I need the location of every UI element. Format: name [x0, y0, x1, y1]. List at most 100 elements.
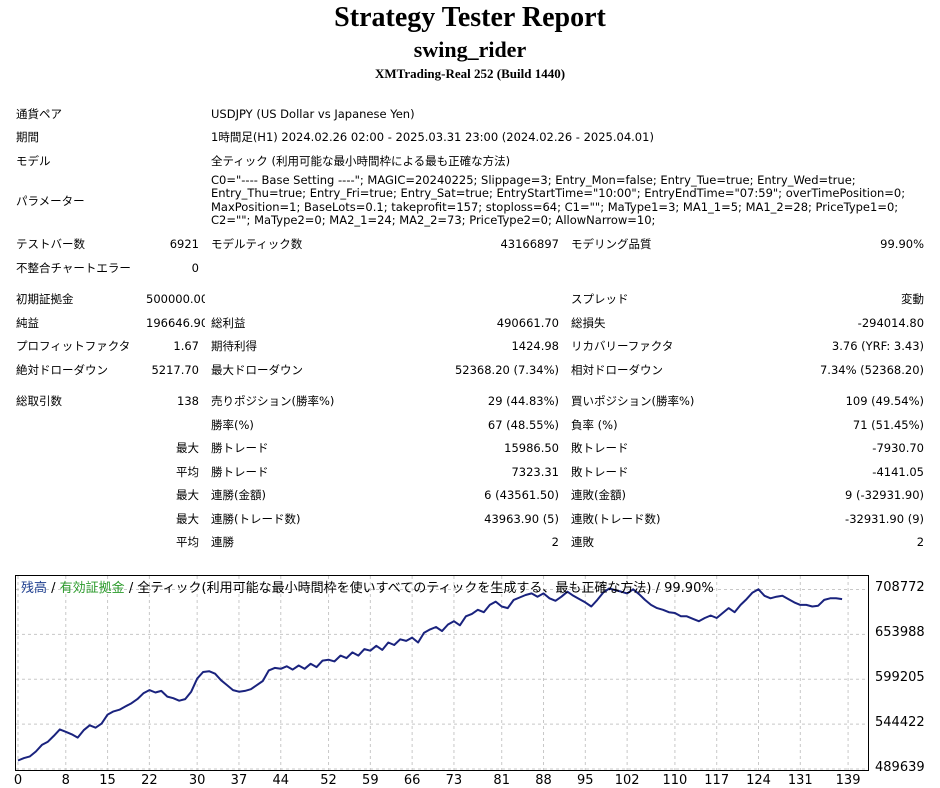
rel-dd-label: 相対ドローダウン	[571, 362, 663, 377]
max-consec-loss-value: 9 (-32931.90)	[845, 488, 925, 503]
model-row: モデル 全ティック (利用可能な最小時間枠による最も正確な方法)	[10, 149, 930, 173]
deposit-label: 初期証拠金	[16, 292, 74, 307]
trades-row: 総取引数 138 売りポジション(勝率%) 29 (44.83%) 買いポジショ…	[10, 390, 930, 414]
net-row: 純益 196646.90 総利益 490661.70 総損失 -294014.8…	[10, 311, 930, 335]
mismatch-label: 不整合チャートエラー	[16, 260, 131, 275]
symbol-row: 通貨ペア USDJPY (US Dollar vs Japanese Yen)	[10, 102, 930, 126]
winrate-label: 勝率(%)	[211, 417, 254, 432]
recovery-label: リカバリーファクタ	[571, 339, 674, 354]
avg-win-label: 勝トレード	[211, 464, 269, 479]
pf-row: プロフィットファクタ 1.67 期待利得 1424.98 リカバリーファクタ 3…	[10, 335, 930, 359]
x-tick-label: 131	[787, 773, 813, 788]
max-consec-lossamt-label: 連敗(トレード数)	[571, 511, 661, 526]
average-row: 平均 勝トレード 7323.31 敗トレード -4141.05	[10, 460, 930, 484]
abs-dd-value: 5217.70	[151, 362, 199, 377]
max-dd-label: 最大ドローダウン	[211, 362, 303, 377]
server-name: XMTrading-Real 252 (Build 1440)	[374, 66, 566, 81]
consec-count-row: 最大 連勝(トレード数) 43963.90 (5) 連敗(トレード数) -329…	[10, 507, 930, 531]
gross-profit-label: 総利益	[211, 315, 246, 330]
short-value: 29 (44.83%)	[487, 394, 559, 409]
x-tick-label: 88	[535, 773, 552, 788]
trades-value: 138	[177, 394, 199, 409]
abs-dd-label: 絶対ドローダウン	[16, 362, 108, 377]
legend-description: / 全ティック(利用可能な最小時間枠を使いすべてのティックを生成する、最も正確な…	[124, 581, 714, 596]
recovery-value: 3.76 (YRF: 3.43)	[831, 339, 925, 354]
x-tick-label: 73	[445, 773, 463, 788]
x-tick-label: 15	[99, 773, 116, 788]
bars-label: テストバー数	[16, 237, 85, 252]
pf-label: プロフィットファクタ	[16, 339, 131, 354]
params-label: パラメーター	[16, 193, 85, 208]
legend-equity: 有効証拠金	[59, 581, 125, 596]
consec-amount-row: 最大 連勝(金額) 6 (43561.50) 連敗(金額) 9 (-32931.…	[10, 484, 930, 508]
quality-value: 99.90%	[880, 237, 925, 252]
trades-label: 総取引数	[16, 394, 62, 409]
report-title: Strategy Tester Report	[334, 2, 606, 33]
lossrate-value: 71 (51.45%)	[852, 417, 925, 432]
short-label: 売りポジション(勝率%)	[211, 394, 335, 409]
x-tick-label: 59	[362, 773, 379, 788]
deposit-row: 初期証拠金 500000.00 スプレッド 変動	[10, 288, 930, 312]
ticks-label: モデルティック数	[211, 237, 303, 252]
spread-value: 変動	[901, 292, 925, 307]
ea-name: swing_rider	[413, 37, 527, 62]
y-tick-label: 544422	[875, 715, 925, 731]
deposit-value: 500000.00	[146, 292, 205, 307]
mismatch-row: 不整合チャートエラー 0	[10, 256, 930, 280]
mismatch-value: 0	[191, 260, 199, 275]
pf-value: 1.67	[173, 339, 199, 354]
max-consec-win-label: 連勝(金額)	[211, 488, 266, 503]
max-prefix: 最大	[176, 488, 199, 503]
balance-chart	[15, 575, 869, 771]
largest-win-label: 勝トレード	[211, 441, 269, 456]
largest-win-value: 15986.50	[504, 441, 559, 456]
x-tick-label: 110	[662, 773, 688, 788]
avg-consec-loss-label: 連敗	[571, 535, 594, 550]
period-label: 期間	[16, 130, 39, 145]
winrate-value: 67 (48.55%)	[487, 417, 559, 432]
x-tick-label: 117	[704, 773, 730, 788]
y-tick-label: 489639	[875, 760, 925, 775]
max-consec-win-value: 6 (43561.50)	[484, 488, 559, 503]
largest-loss-value: -7930.70	[872, 441, 925, 456]
max-consec-lossamt-value: -32931.90 (9)	[845, 511, 925, 526]
avg-prefix: 平均	[176, 535, 199, 550]
avg-prefix: 平均	[176, 464, 199, 479]
quality-label: モデリング品質	[571, 237, 652, 252]
x-tick-label: 95	[577, 773, 594, 788]
rel-dd-value: 7.34% (52368.20)	[819, 362, 925, 377]
chart-plot-area	[16, 576, 868, 770]
long-value: 109 (49.54%)	[845, 394, 925, 409]
largest-loss-label: 敗トレード	[571, 441, 629, 456]
net-value: 196646.90	[146, 315, 205, 330]
gross-loss-label: 総損失	[571, 315, 606, 330]
x-tick-label: 139	[835, 773, 861, 788]
max-dd-value: 52368.20 (7.34%)	[454, 362, 559, 377]
x-tick-label: 124	[746, 773, 771, 788]
params-value: C0="---- Base Setting ----"; MAGIC=20240…	[211, 172, 906, 227]
winrate-row: 勝率(%) 67 (48.55%) 負率 (%) 71 (51.45%)	[10, 413, 930, 437]
symbol-value: USDJPY (US Dollar vs Japanese Yen)	[211, 106, 415, 121]
max-consec-profit-label: 連勝(トレード数)	[211, 511, 301, 526]
x-tick-label: 30	[188, 773, 206, 788]
avg-consec-win-value: 2	[551, 535, 559, 550]
avg-consec-win-label: 連勝	[211, 535, 234, 550]
bars-value: 6921	[169, 237, 199, 252]
max-prefix: 最大	[176, 511, 199, 526]
model-label: モデル	[16, 153, 51, 168]
ticks-value: 43166897	[500, 237, 559, 252]
y-tick-label: 653988	[875, 625, 925, 641]
avg-loss-value: -4141.05	[872, 464, 925, 479]
max-consec-profit-value: 43963.90 (5)	[484, 511, 559, 526]
chart-legend: 残高 / 有効証拠金 / 全ティック(利用可能な最小時間枠を使いすべてのティック…	[21, 577, 714, 596]
avg-consec-loss-value: 2	[916, 535, 925, 550]
long-label: 買いポジション(勝率%)	[571, 394, 695, 409]
x-tick-label: 66	[403, 773, 421, 788]
avg-consec-row: 平均 連勝 2 連敗 2	[10, 531, 930, 555]
max-prefix: 最大	[176, 441, 199, 456]
dd-row: 絶対ドローダウン 5217.70 最大ドローダウン 52368.20 (7.34…	[10, 358, 930, 382]
payoff-label: 期待利得	[211, 339, 257, 354]
payoff-value: 1424.98	[511, 339, 559, 354]
balance-series-line	[17, 587, 843, 762]
legend-separator: /	[47, 581, 60, 596]
